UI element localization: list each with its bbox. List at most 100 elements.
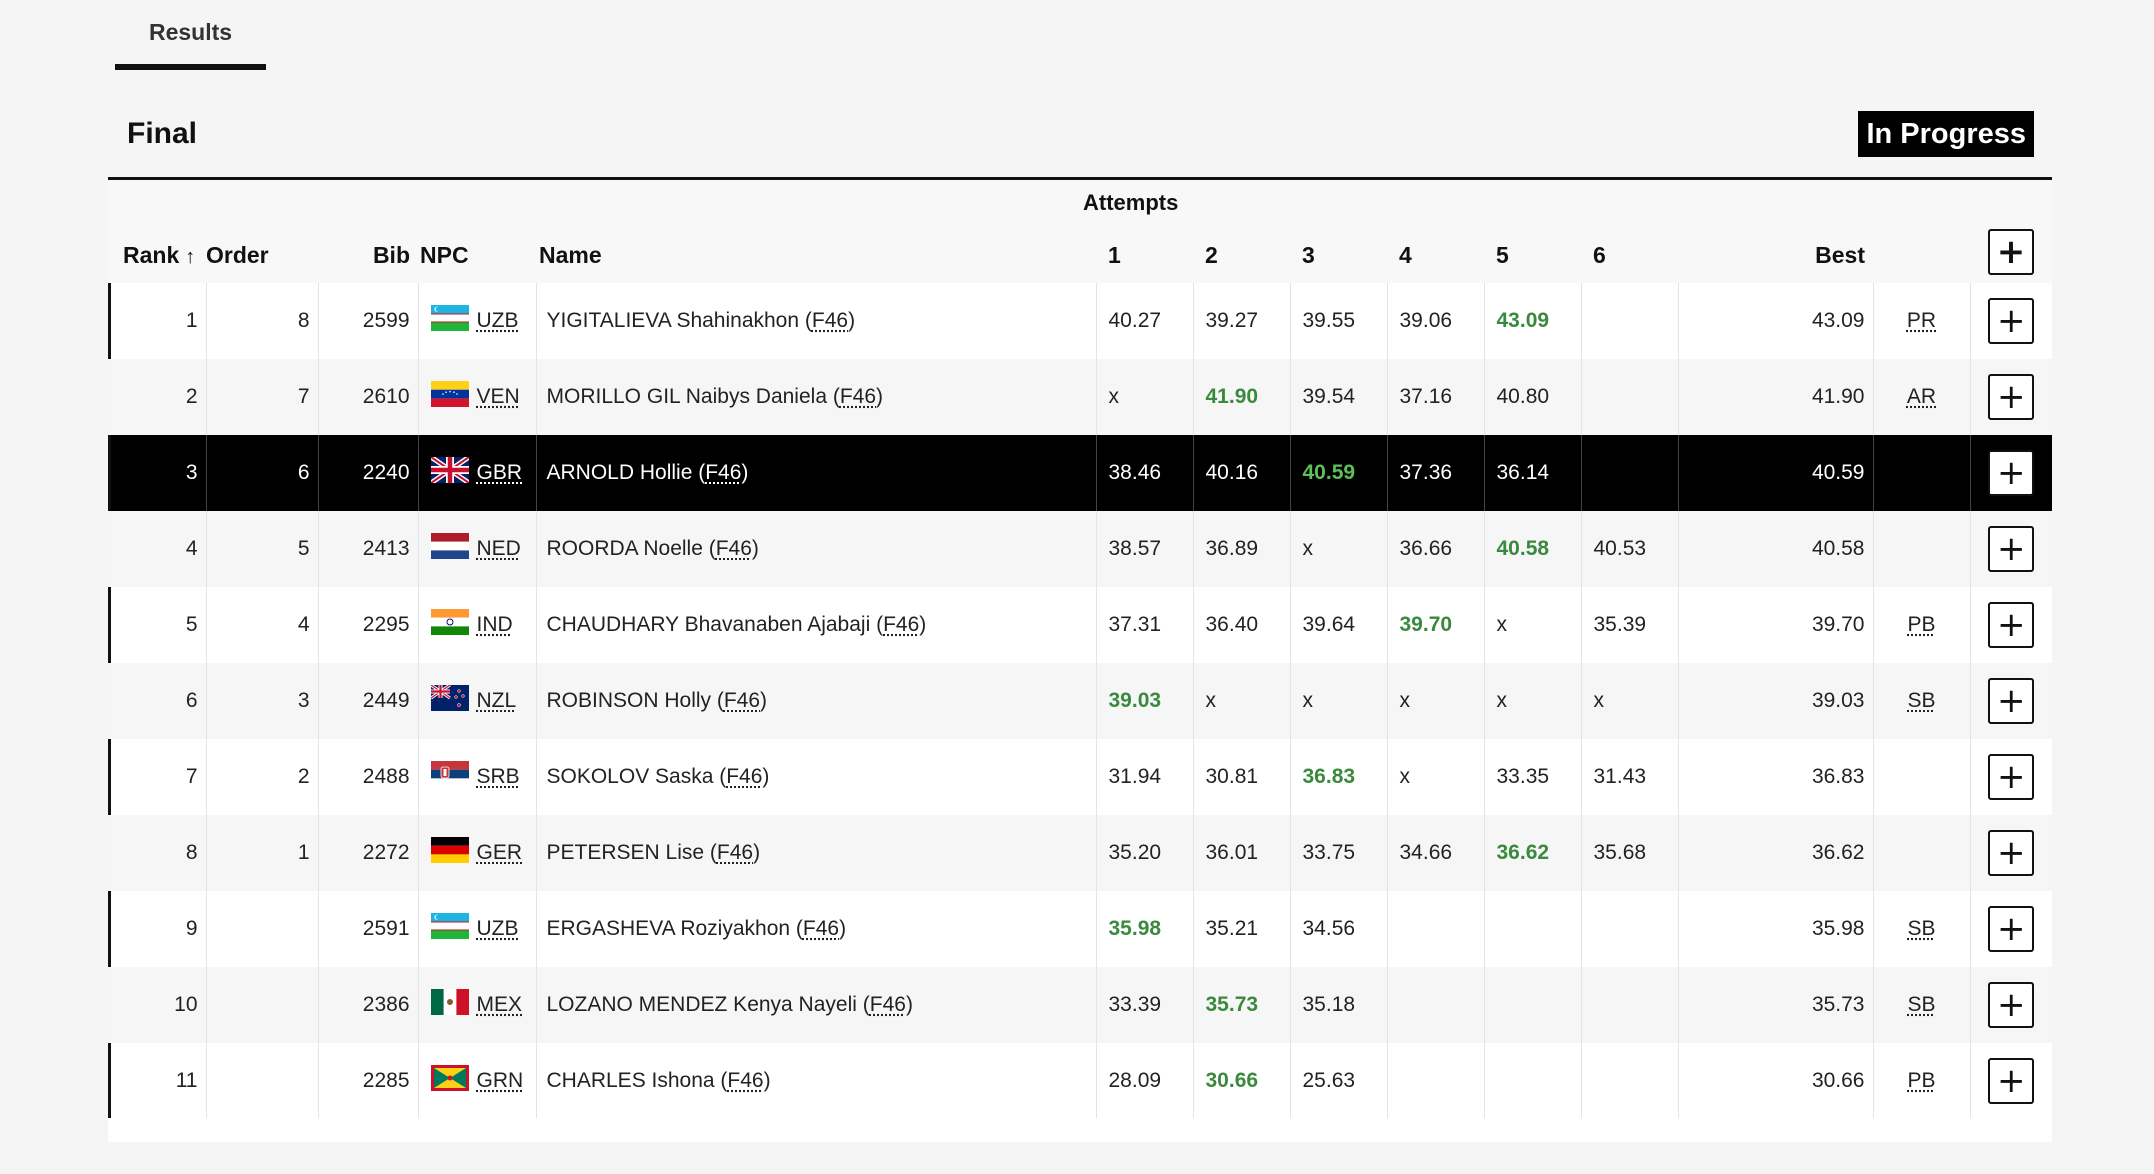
record-cell: SB — [1873, 663, 1971, 739]
order-cell: 8 — [206, 283, 319, 359]
athlete-name[interactable]: SOKOLOV Saska — [546, 765, 714, 788]
sport-class[interactable]: F46 — [883, 613, 920, 636]
table-row[interactable]: 5 4 2295 IND CHAUDHARY Bhavanaben Ajabaji (F… — [108, 587, 2052, 663]
sport-class[interactable]: F46 — [727, 1069, 764, 1092]
athlete-name[interactable]: PETERSEN Lise — [546, 841, 705, 864]
attempt-3-cell: 36.83 — [1290, 739, 1388, 815]
column-header-best[interactable]: Best — [1678, 180, 1873, 283]
npc-cell: NED — [418, 511, 537, 587]
expand-cell: + — [1970, 511, 2052, 587]
table-row[interactable]: 3 6 2240 GBR ARNOLD Hollie (F46) 38.46 40.16 40… — [108, 435, 2052, 511]
sport-class[interactable]: F46 — [716, 841, 754, 864]
table-row[interactable]: 4 5 2413 NED ROORDA Noelle (F46) 38.57 36.89 x 3… — [108, 511, 2052, 587]
expand-row-button[interactable]: + — [1988, 526, 2035, 572]
npc-code[interactable]: UZB — [476, 309, 519, 332]
attempt-4-cell: 34.66 — [1387, 815, 1485, 891]
athlete-name-cell: ARNOLD Hollie (F46) — [536, 435, 1097, 511]
sport-class[interactable]: F46 — [869, 993, 906, 1016]
athlete-name-cell: CHARLES Ishona (F46) — [536, 1043, 1097, 1119]
attempt-1-cell: 39.03 — [1096, 663, 1194, 739]
athlete-name-cell: MORILLO GIL Naibys Daniela (F46) — [536, 359, 1097, 435]
column-header-bib[interactable]: Bib — [318, 180, 418, 283]
athlete-name[interactable]: LOZANO MENDEZ Kenya Nayeli — [546, 993, 857, 1016]
record-badge[interactable]: SB — [1907, 993, 1936, 1016]
expand-row-button[interactable]: + — [1988, 374, 2035, 420]
column-header-order[interactable]: Order — [206, 180, 318, 283]
table-row[interactable]: 7 2 2488 SRB SOKOLOV Saska (F46) 31.94 30.81 36… — [108, 739, 2052, 815]
tab-results[interactable]: Results — [115, 0, 266, 70]
attempt-5-cell: 40.80 — [1484, 359, 1582, 435]
athlete-name[interactable]: CHAUDHARY Bhavanaben Ajabaji — [546, 613, 871, 636]
expand-row-button[interactable]: + — [1988, 982, 2035, 1028]
npc-code[interactable]: GRN — [476, 1069, 524, 1092]
attempt-5-cell: 36.14 — [1484, 435, 1582, 511]
expand-row-button[interactable]: + — [1988, 602, 2035, 648]
npc-code[interactable]: NED — [476, 537, 521, 560]
attempts-group-label: Attempts — [1083, 190, 1179, 215]
athlete-name[interactable]: ROORDA Noelle — [546, 537, 703, 560]
athlete-name-cell: ROORDA Noelle (F46) — [536, 511, 1097, 587]
sport-class[interactable]: F46 — [723, 689, 761, 712]
sport-class[interactable]: F46 — [705, 461, 742, 484]
athlete-name[interactable]: ERGASHEVA Roziyakhon — [546, 917, 791, 940]
athlete-name[interactable]: CHARLES Ishona — [546, 1069, 715, 1092]
sport-class[interactable]: F46 — [726, 765, 763, 788]
bib-cell: 2488 — [318, 739, 419, 815]
rank-cell: 6 — [108, 663, 207, 739]
npc-code[interactable]: GBR — [476, 461, 523, 484]
record-badge[interactable]: PR — [1906, 309, 1937, 332]
attempt-2-cell: x — [1193, 663, 1291, 739]
npc-code[interactable]: GER — [476, 841, 523, 864]
npc-code[interactable]: UZB — [476, 917, 519, 940]
expand-row-button[interactable]: + — [1988, 450, 2035, 496]
record-badge[interactable]: AR — [1906, 385, 1937, 408]
table-row[interactable]: 1 8 2599 UZB YIGITALIEVA Shahinakhon (F46) 40… — [108, 283, 2052, 359]
npc-code[interactable]: IND — [476, 613, 513, 636]
expand-all-button[interactable]: + — [1988, 229, 2034, 275]
record-badge[interactable]: SB — [1907, 917, 1936, 940]
best-cell: 30.66 — [1678, 1043, 1874, 1119]
attempt-2-cell: 41.90 — [1193, 359, 1291, 435]
npc-code[interactable]: SRB — [476, 765, 520, 788]
attempt-2-cell: 36.40 — [1193, 587, 1291, 663]
column-header-npc[interactable]: NPC — [418, 180, 536, 283]
npc-code[interactable]: VEN — [476, 385, 520, 408]
npc-code[interactable]: NZL — [476, 689, 517, 712]
athlete-name[interactable]: MORILLO GIL Naibys Daniela — [546, 385, 828, 408]
record-badge[interactable]: PB — [1907, 613, 1936, 636]
uzbekistan-flag-icon — [430, 305, 469, 337]
attempt-3-cell: 39.55 — [1290, 283, 1388, 359]
best-cell: 36.83 — [1678, 739, 1874, 815]
record-badge[interactable]: SB — [1907, 689, 1936, 712]
expand-row-button[interactable]: + — [1988, 1058, 2035, 1104]
table-row[interactable]: 9 2591 UZB ERGASHEVA Roziyakhon (F46) 35.98 3… — [108, 891, 2052, 967]
table-row[interactable]: 2 7 2610 VEN MORILLO GIL Naibys Daniela (F46… — [108, 359, 2052, 435]
expand-row-button[interactable]: + — [1988, 906, 2035, 952]
rank-cell: 7 — [108, 739, 207, 815]
best-cell: 39.03 — [1678, 663, 1874, 739]
attempt-4-cell — [1387, 1043, 1485, 1119]
expand-row-button[interactable]: + — [1988, 298, 2035, 344]
table-row[interactable]: 11 2285 GRN CHARLES Ishona (F46) 28.09 30.66 2… — [108, 1043, 2052, 1119]
attempt-6-cell — [1581, 1043, 1679, 1119]
expand-row-button[interactable]: + — [1988, 830, 2035, 876]
table-row[interactable]: 10 2386 MEX LOZANO MENDEZ Kenya Nayeli (F46… — [108, 967, 2052, 1043]
expand-row-button[interactable]: + — [1988, 678, 2035, 724]
athlete-name[interactable]: ROBINSON Holly — [546, 689, 712, 712]
attempt-6-cell: 31.43 — [1581, 739, 1679, 815]
table-row[interactable]: 6 3 2449 NZL ROBINSON Holly (F46) 39.03 x x x x x 3… — [108, 663, 2052, 739]
athlete-name[interactable]: ARNOLD Hollie — [546, 461, 693, 484]
athlete-name[interactable]: YIGITALIEVA Shahinakhon — [546, 309, 800, 332]
record-badge[interactable]: PB — [1907, 1069, 1936, 1092]
sport-class[interactable]: F46 — [839, 385, 877, 408]
sport-class[interactable]: F46 — [715, 537, 752, 560]
npc-code[interactable]: MEX — [476, 993, 523, 1016]
sport-class[interactable]: F46 — [802, 917, 840, 940]
attempt-1-cell: 35.20 — [1096, 815, 1194, 891]
expand-row-button[interactable]: + — [1988, 754, 2035, 800]
attempt-3-cell: x — [1290, 663, 1388, 739]
table-row[interactable]: 8 1 2272 GER PETERSEN Lise (F46) 35.20 36.01 33… — [108, 815, 2052, 891]
column-header-name[interactable]: Name — [536, 180, 1096, 283]
sport-class[interactable]: F46 — [811, 309, 849, 332]
column-header-rank[interactable]: Rank ↑ — [108, 180, 206, 283]
